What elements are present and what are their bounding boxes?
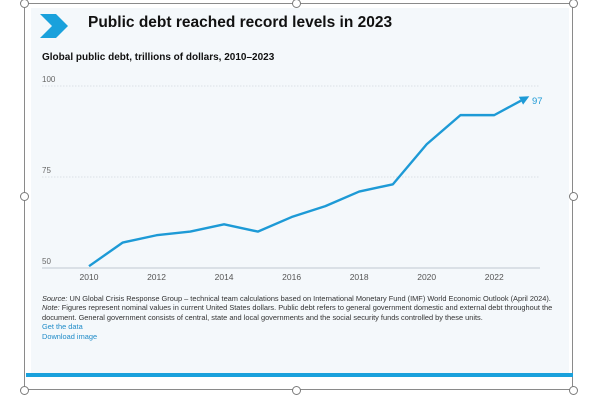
resize-handle-bottom-left[interactable] <box>20 386 29 395</box>
resize-handle-top-center[interactable] <box>292 0 301 8</box>
note-paragraph: Note: Figures represent nominal values i… <box>42 303 564 322</box>
resize-handle-middle-left[interactable] <box>20 192 29 201</box>
resize-handle-bottom-right[interactable] <box>569 386 578 395</box>
x-tick-label: 2018 <box>350 272 369 282</box>
chart-card <box>31 8 569 376</box>
resize-handle-top-left[interactable] <box>20 0 29 8</box>
chart-subtitle: Global public debt, trillions of dollars… <box>42 52 275 63</box>
source-label: Source: <box>42 294 68 303</box>
accent-rule <box>26 373 573 377</box>
download-image-link[interactable]: Download image <box>42 331 98 341</box>
resize-handle-bottom-center[interactable] <box>292 386 301 395</box>
resize-handle-middle-right[interactable] <box>569 192 578 201</box>
y-tick-label: 75 <box>42 166 51 175</box>
x-tick-label: 2014 <box>215 272 234 282</box>
source-note: Source: UN Global Crisis Response Group … <box>42 294 564 303</box>
y-tick-label: 100 <box>42 75 56 84</box>
x-tick-label: 2016 <box>282 272 301 282</box>
x-tick-label: 2012 <box>147 272 166 282</box>
chart-notes: Source: UN Global Crisis Response Group … <box>42 294 564 341</box>
note-label: Note: <box>42 303 60 313</box>
note-text: Figures represent nominal values in curr… <box>42 303 553 322</box>
get-data-link[interactable]: Get the data <box>42 322 83 332</box>
y-tick-label: 50 <box>42 257 51 266</box>
series-end-arrow <box>518 96 530 105</box>
source-text: UN Global Crisis Response Group – techni… <box>67 294 551 303</box>
chart-headline: Public debt reached record levels in 202… <box>88 14 393 31</box>
chevron-logo-icon <box>40 14 78 38</box>
x-tick-label: 2020 <box>417 272 436 282</box>
resize-handle-top-right[interactable] <box>569 0 578 8</box>
series-line <box>88 99 522 268</box>
x-tick-label: 2010 <box>80 272 99 282</box>
end-value-label: 97 <box>532 96 543 107</box>
x-tick-label: 2022 <box>485 272 504 282</box>
